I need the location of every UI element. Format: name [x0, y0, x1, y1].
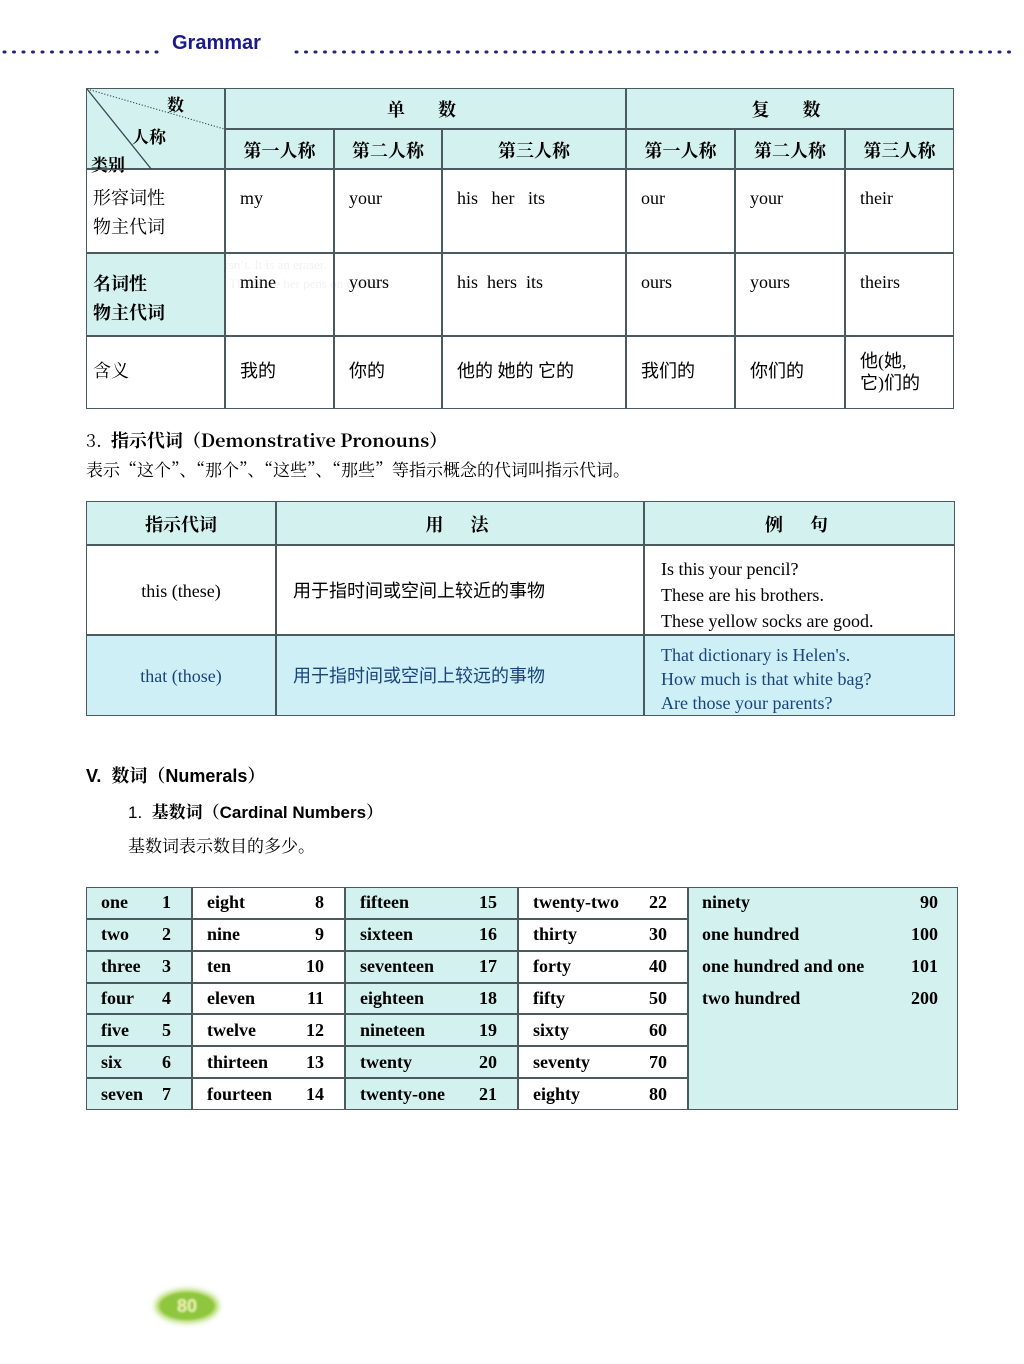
svg-text:80: 80 [177, 1296, 197, 1316]
